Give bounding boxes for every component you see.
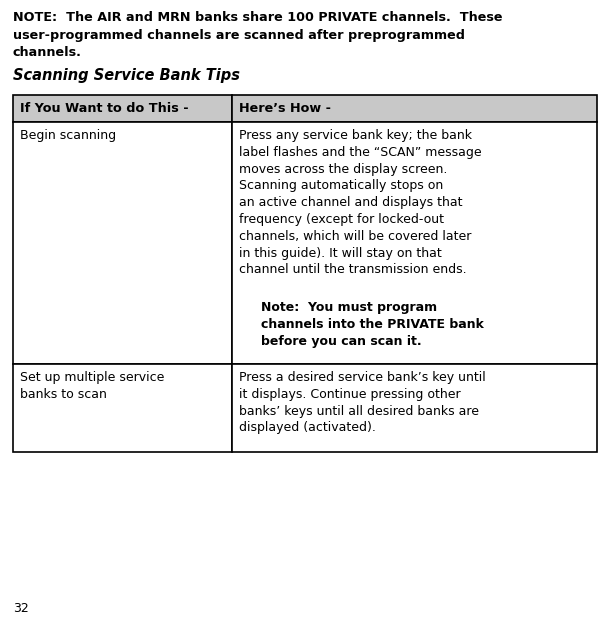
Bar — [232, 95, 597, 122]
Bar — [13, 122, 232, 364]
Text: 32: 32 — [13, 602, 29, 615]
Bar — [232, 122, 597, 364]
Bar — [13, 364, 232, 452]
Text: Note:  You must program
channels into the PRIVATE bank
before you can scan it.: Note: You must program channels into the… — [261, 301, 484, 348]
Text: Scanning Service Bank Tips: Scanning Service Bank Tips — [13, 68, 240, 83]
Bar — [13, 95, 232, 122]
Text: Here’s How -: Here’s How - — [239, 102, 331, 115]
Text: channels.: channels. — [13, 46, 82, 59]
Text: NOTE:  The AIR and MRN banks share 100 PRIVATE channels.  These: NOTE: The AIR and MRN banks share 100 PR… — [13, 11, 503, 24]
Text: Press any service bank key; the bank
label flashes and the “SCAN” message
moves : Press any service bank key; the bank lab… — [239, 129, 481, 277]
Text: Press a desired service bank’s key until
it displays. Continue pressing other
ba: Press a desired service bank’s key until… — [239, 371, 486, 434]
Text: Set up multiple service
banks to scan: Set up multiple service banks to scan — [20, 371, 164, 401]
Text: user-programmed channels are scanned after preprogrammed: user-programmed channels are scanned aft… — [13, 29, 465, 42]
Text: If You Want to do This -: If You Want to do This - — [20, 102, 189, 115]
Bar — [232, 364, 597, 452]
Text: Begin scanning: Begin scanning — [20, 129, 116, 142]
